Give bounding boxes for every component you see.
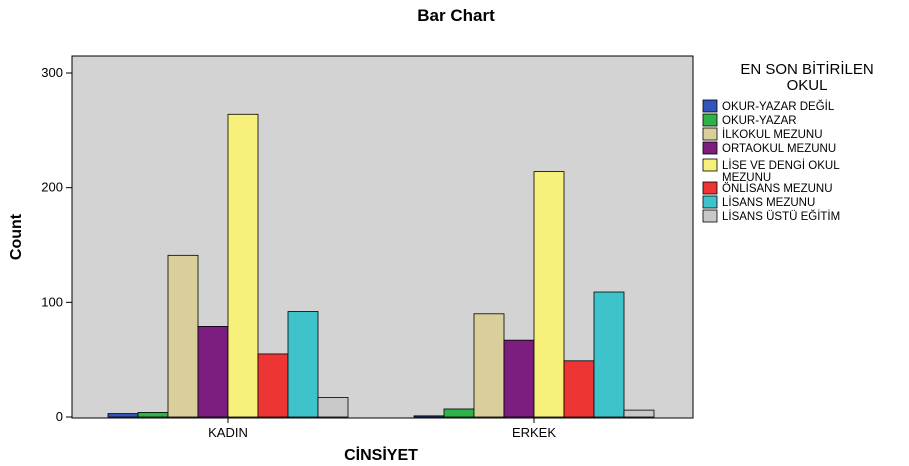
bar [197, 326, 229, 418]
bar [443, 408, 475, 418]
legend-swatch [702, 181, 718, 195]
y-axis-title: Count [8, 213, 25, 260]
legend-swatch [702, 209, 718, 223]
x-tick-label: KADIN [208, 425, 248, 440]
x-tick-label: ERKEK [512, 425, 556, 440]
x-axis-title: CİNSİYET [344, 446, 418, 464]
bar [257, 353, 289, 418]
y-tick-label: 0 [56, 409, 63, 424]
y-axis: 0 100 200 300 [41, 65, 72, 424]
bar [563, 360, 595, 418]
legend-label: OKUR-YAZAR [722, 115, 797, 127]
bar [137, 412, 169, 418]
x-axis: KADIN ERKEK [208, 418, 556, 440]
bar [413, 415, 445, 418]
legend-label: OKUR-YAZAR DEĞİL [722, 100, 835, 113]
y-tick-label: 200 [41, 180, 63, 195]
bar [167, 254, 199, 418]
bar [227, 113, 259, 418]
bar [473, 313, 505, 418]
bar [533, 171, 565, 418]
legend-swatch [702, 141, 718, 155]
legend-swatch [702, 113, 718, 127]
bar [593, 291, 625, 418]
legend-swatch [702, 99, 718, 113]
legend-label: İLKOKUL MEZUNU [722, 128, 823, 141]
bar [623, 409, 655, 418]
bars-group [107, 113, 655, 418]
legend-label: ORTAOKUL MEZUNU [722, 143, 836, 155]
y-tick-label: 100 [41, 294, 63, 309]
legend-swatch [702, 195, 718, 209]
bar [503, 339, 535, 418]
legend-label: ÖNLİSANS MEZUNU [722, 182, 833, 195]
legend-title-line-2: OKUL [787, 77, 828, 94]
bar [107, 413, 139, 418]
y-tick-label: 300 [41, 65, 63, 80]
legend-swatch [702, 127, 718, 141]
legend-label: LİSANS MEZUNU [722, 196, 815, 209]
legend-swatch [702, 158, 718, 172]
chart-title: Bar Chart [417, 6, 495, 25]
legend-title-line-1: EN SON BİTİRİLEN [740, 60, 873, 78]
legend-label: LİSE VE DENGİ OKUL MEZUNU [722, 159, 840, 184]
bar [287, 311, 319, 418]
bar [317, 397, 349, 418]
legend-label: LİSANS ÜSTÜ EĞİTİM [722, 210, 840, 223]
